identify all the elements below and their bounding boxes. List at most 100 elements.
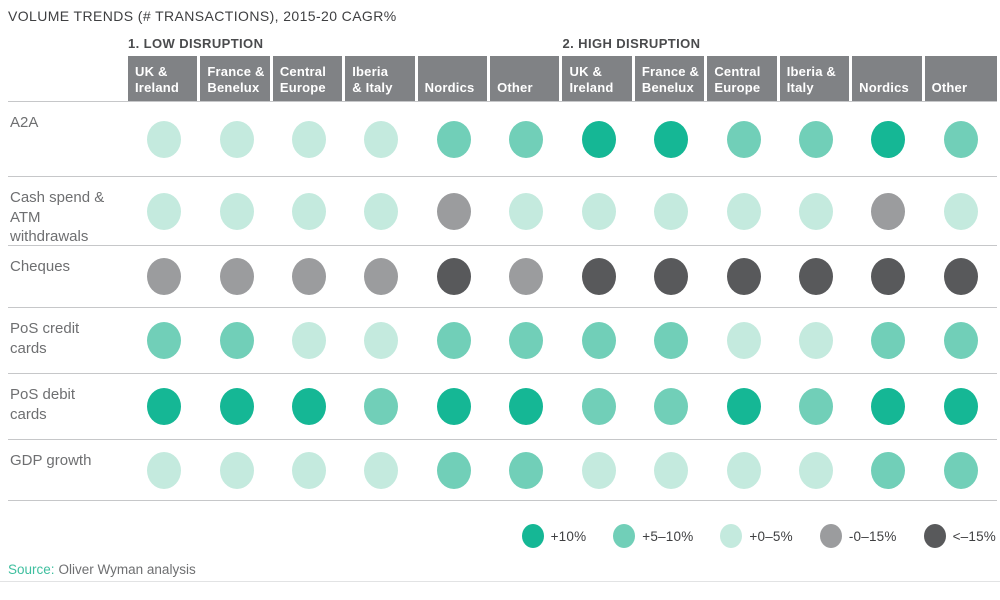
column-header: UK & Ireland bbox=[128, 56, 198, 101]
trend-dot bbox=[509, 120, 544, 158]
trend-dot bbox=[436, 258, 471, 295]
group-label-row: 1. LOW DISRUPTION 2. HIGH DISRUPTION bbox=[8, 30, 997, 56]
column-header: Central Europe bbox=[272, 56, 343, 101]
trend-dot bbox=[509, 322, 544, 359]
trend-table: 1. LOW DISRUPTION 2. HIGH DISRUPTION UK … bbox=[8, 30, 997, 501]
trend-cell bbox=[418, 374, 490, 439]
trend-dot bbox=[726, 322, 761, 359]
column-header: Nordics bbox=[852, 56, 922, 101]
trend-dot bbox=[726, 388, 761, 425]
legend-label: -0–15% bbox=[848, 528, 897, 544]
trend-dot bbox=[436, 120, 471, 158]
trend-cell bbox=[635, 308, 707, 373]
trend-cell bbox=[635, 440, 707, 500]
trend-dot bbox=[219, 388, 254, 425]
trend-dot bbox=[292, 193, 327, 231]
trend-dot bbox=[364, 388, 399, 425]
legend-label: +5–10% bbox=[642, 528, 694, 544]
trend-dot bbox=[798, 322, 833, 359]
trend-dot bbox=[581, 120, 616, 158]
trend-cell bbox=[707, 177, 779, 247]
table-row: PoS debit cards bbox=[8, 373, 997, 439]
trend-dot bbox=[798, 388, 833, 425]
legend-item: +10% bbox=[521, 524, 587, 548]
trend-dot bbox=[943, 193, 978, 231]
legend-item: -0–15% bbox=[819, 524, 897, 548]
trend-cell bbox=[345, 440, 417, 500]
trend-dot bbox=[292, 258, 327, 295]
group-label-low-disruption: 1. LOW DISRUPTION bbox=[128, 36, 264, 51]
trend-cell bbox=[780, 374, 852, 439]
trend-dot bbox=[654, 388, 689, 425]
trend-cell bbox=[418, 177, 490, 247]
trend-dot bbox=[292, 120, 327, 158]
trend-cell bbox=[273, 246, 345, 307]
trend-dot bbox=[219, 120, 254, 158]
trend-dot bbox=[219, 193, 254, 231]
row-label: Cheques bbox=[10, 258, 71, 275]
legend-dot bbox=[923, 524, 946, 548]
table-row: Cheques bbox=[8, 245, 997, 307]
trend-cell bbox=[200, 374, 272, 439]
legend-item: +0–5% bbox=[720, 524, 793, 548]
column-header: Iberia & Italy bbox=[345, 56, 415, 101]
legend: +10% +5–10% +0–5% -0–15% <–15% bbox=[521, 521, 996, 551]
trend-dot bbox=[871, 322, 906, 359]
trend-dot bbox=[364, 322, 399, 359]
row-label: GDP growth bbox=[10, 452, 92, 469]
column-header: France & Benelux bbox=[634, 56, 705, 101]
trend-dot bbox=[364, 258, 399, 295]
legend-dot bbox=[819, 524, 842, 548]
trend-cell bbox=[707, 308, 779, 373]
trend-cell bbox=[128, 102, 200, 176]
trend-dot bbox=[654, 451, 689, 489]
column-headers: UK & Ireland France & Benelux Central Euro… bbox=[8, 56, 997, 101]
trend-cell bbox=[200, 246, 272, 307]
trend-cell bbox=[635, 374, 707, 439]
trend-cell bbox=[273, 177, 345, 247]
trend-cell bbox=[780, 440, 852, 500]
trend-dot bbox=[726, 120, 761, 158]
legend-item: +5–10% bbox=[613, 524, 693, 548]
legend-dot bbox=[521, 524, 544, 548]
trend-cell bbox=[562, 374, 634, 439]
trend-cell bbox=[490, 374, 562, 439]
trend-dot bbox=[147, 193, 182, 231]
trend-dot bbox=[219, 258, 254, 295]
trend-dot bbox=[871, 388, 906, 425]
source-line: Source: Oliver Wyman analysis bbox=[8, 562, 196, 577]
trend-cell bbox=[128, 177, 200, 247]
table-row: GDP growth bbox=[8, 439, 997, 500]
trend-dot bbox=[581, 388, 616, 425]
table-body: A2A Cash spend & ATM withdrawals Cheques Po… bbox=[8, 101, 997, 501]
trend-dot bbox=[654, 258, 689, 295]
trend-cell bbox=[273, 308, 345, 373]
trend-dot bbox=[292, 322, 327, 359]
trend-dot bbox=[943, 388, 978, 425]
trend-dot bbox=[581, 451, 616, 489]
trend-dot bbox=[654, 120, 689, 158]
trend-dot bbox=[147, 388, 182, 425]
trend-cell bbox=[925, 246, 997, 307]
column-header: Central Europe bbox=[707, 56, 777, 101]
trend-dot bbox=[147, 451, 182, 489]
trend-cell bbox=[490, 177, 562, 247]
trend-cell bbox=[925, 102, 997, 176]
trend-dot bbox=[292, 451, 327, 489]
table-row: A2A bbox=[8, 101, 997, 176]
trend-cell bbox=[200, 102, 272, 176]
trend-dot bbox=[798, 258, 833, 295]
trend-dot bbox=[943, 258, 978, 295]
trend-dot bbox=[364, 451, 399, 489]
trend-cell bbox=[707, 440, 779, 500]
trend-cell bbox=[200, 308, 272, 373]
legend-dot bbox=[720, 524, 743, 548]
row-label: Cash spend & ATM withdrawals bbox=[10, 189, 105, 245]
trend-cell bbox=[562, 177, 634, 247]
trend-cell bbox=[562, 440, 634, 500]
trend-dot bbox=[436, 193, 471, 231]
trend-cell bbox=[128, 246, 200, 307]
trend-cell bbox=[707, 102, 779, 176]
trend-dot bbox=[147, 120, 182, 158]
legend-dot bbox=[613, 524, 636, 548]
